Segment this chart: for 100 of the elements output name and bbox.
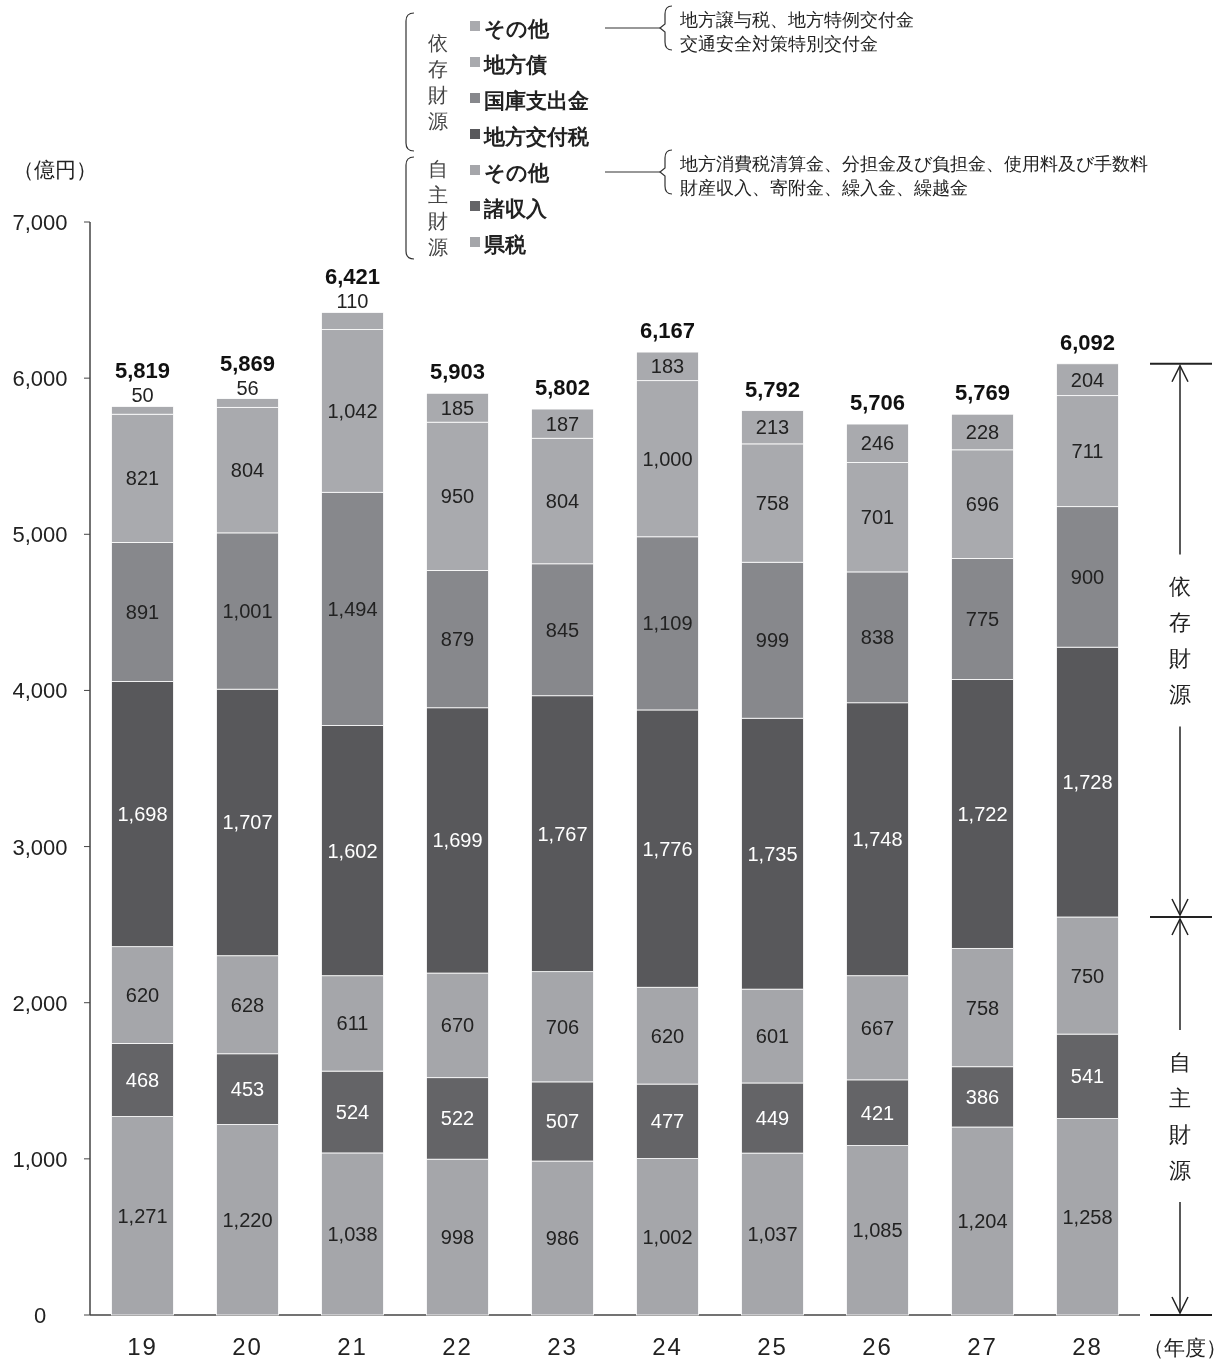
data-label: 386 <box>965 1085 1000 1108</box>
x-tick-label: 19 <box>127 1333 158 1360</box>
data-label: 879 <box>440 628 475 651</box>
data-label: 1,109 <box>642 612 693 635</box>
data-label: 1,204 <box>957 1210 1008 1232</box>
y-axis-title: （億円） <box>13 158 97 181</box>
y-tick-label: 1,000 <box>12 1146 68 1172</box>
data-label: 1,002 <box>642 1225 693 1248</box>
data-label: 187 <box>545 412 580 435</box>
data-label: 986 <box>545 1227 580 1250</box>
data-label: 628 <box>230 993 265 1016</box>
text: 地方消費税清算金、分担金及び負担金、使用料及び手数料 <box>679 154 1148 174</box>
data-label: 453 <box>230 1078 265 1101</box>
text: 自主財源 <box>1169 1050 1191 1183</box>
data-label: 804 <box>230 459 265 482</box>
total-label: 6,092 <box>1059 329 1116 355</box>
text: 依存財源 <box>1169 574 1191 708</box>
data-label: 421 <box>860 1101 895 1124</box>
y-tick-label: 3,000 <box>12 834 68 860</box>
data-label: 246 <box>860 432 895 455</box>
data-label: 998 <box>440 1226 475 1249</box>
x-tick-label: 28 <box>1072 1333 1103 1360</box>
data-label: 50 <box>131 384 154 407</box>
y-tick-label: 2,000 <box>12 990 68 1016</box>
data-label: 1,698 <box>117 803 168 826</box>
data-label: 711 <box>1071 440 1104 463</box>
total-label: 5,769 <box>954 380 1011 406</box>
data-label: 1,220 <box>222 1208 273 1231</box>
total-label: 5,819 <box>114 358 171 384</box>
total-label: 5,869 <box>219 350 276 376</box>
y-tick-label: 6,000 <box>12 366 68 392</box>
data-label: 1,000 <box>642 447 693 470</box>
data-label: 999 <box>755 629 790 652</box>
data-label: 838 <box>860 626 895 649</box>
data-label: 667 <box>860 1016 895 1039</box>
data-label: 524 <box>335 1101 370 1124</box>
data-label: 228 <box>965 421 1000 444</box>
data-label: 1,602 <box>327 839 378 862</box>
total-label: 5,802 <box>534 375 591 401</box>
data-label: 696 <box>965 493 1000 516</box>
data-label: 750 <box>1070 964 1105 987</box>
legend-label: 諸収入 <box>483 197 548 220</box>
data-label: 1,748 <box>852 828 903 851</box>
data-label: 1,735 <box>747 842 798 865</box>
data-label: 950 <box>440 485 475 508</box>
data-label: 804 <box>545 490 580 513</box>
data-label: 701 <box>860 506 895 529</box>
data-label: 1,038 <box>327 1222 378 1245</box>
data-label: 204 <box>1070 368 1105 391</box>
data-label: 1,494 <box>327 597 378 620</box>
x-axis-title: （年度） <box>1143 1336 1227 1359</box>
x-tick-label: 27 <box>967 1333 998 1360</box>
data-label: 522 <box>440 1107 475 1130</box>
y-tick-label: 4,000 <box>12 678 68 704</box>
legend-label: その他 <box>484 161 550 184</box>
data-label: 185 <box>440 396 475 419</box>
legend-label: 国庫支出金 <box>484 89 589 112</box>
text: 地方譲与税、地方特例交付金 <box>679 10 914 30</box>
data-label: 758 <box>965 996 1000 1019</box>
x-tick-label: 26 <box>862 1333 893 1360</box>
data-label: 620 <box>650 1024 685 1047</box>
data-label: 706 <box>545 1015 580 1038</box>
legend-label: 県税 <box>483 233 527 256</box>
data-label: 601 <box>755 1025 790 1048</box>
data-label: 891 <box>125 600 160 623</box>
data-label: 507 <box>545 1110 580 1133</box>
annotation: 自主財源 <box>428 158 448 258</box>
total-label: 6,421 <box>324 264 381 290</box>
data-label: 1,728 <box>1062 771 1113 794</box>
data-label: 1,001 <box>222 600 273 623</box>
data-label: 821 <box>125 467 160 490</box>
x-tick-label: 23 <box>547 1333 578 1360</box>
x-tick-label: 24 <box>652 1333 683 1360</box>
total-label: 6,167 <box>639 318 696 344</box>
data-label: 213 <box>755 416 790 439</box>
data-label: 900 <box>1070 565 1105 588</box>
data-label: 468 <box>125 1069 160 1092</box>
x-tick-label: 22 <box>442 1333 473 1360</box>
x-tick-label: 25 <box>757 1333 788 1360</box>
total-label: 5,792 <box>744 376 801 402</box>
data-label: 1,767 <box>537 822 588 845</box>
data-label: 1,722 <box>957 802 1008 825</box>
text: 依存財源 <box>428 32 448 132</box>
legend-label: 地方債 <box>483 53 547 76</box>
data-label: 1,037 <box>747 1223 798 1246</box>
data-label: 611 <box>336 1012 369 1035</box>
legend-label: その他 <box>484 17 550 40</box>
total-label: 5,706 <box>849 390 906 416</box>
data-label: 449 <box>755 1107 790 1130</box>
data-label: 1,271 <box>117 1204 168 1227</box>
data-label: 670 <box>440 1014 475 1037</box>
data-label: 1,776 <box>642 837 693 860</box>
text: 財産収入、寄附金、繰入金、繰越金 <box>680 178 968 198</box>
y-tick-label: 5,000 <box>12 522 68 548</box>
text: 交通安全対策特別交付金 <box>680 34 878 54</box>
data-label: 620 <box>125 984 160 1007</box>
data-label: 56 <box>236 376 259 399</box>
x-tick-label: 20 <box>232 1333 263 1360</box>
data-label: 775 <box>965 607 1000 630</box>
data-label: 1,042 <box>327 399 378 422</box>
